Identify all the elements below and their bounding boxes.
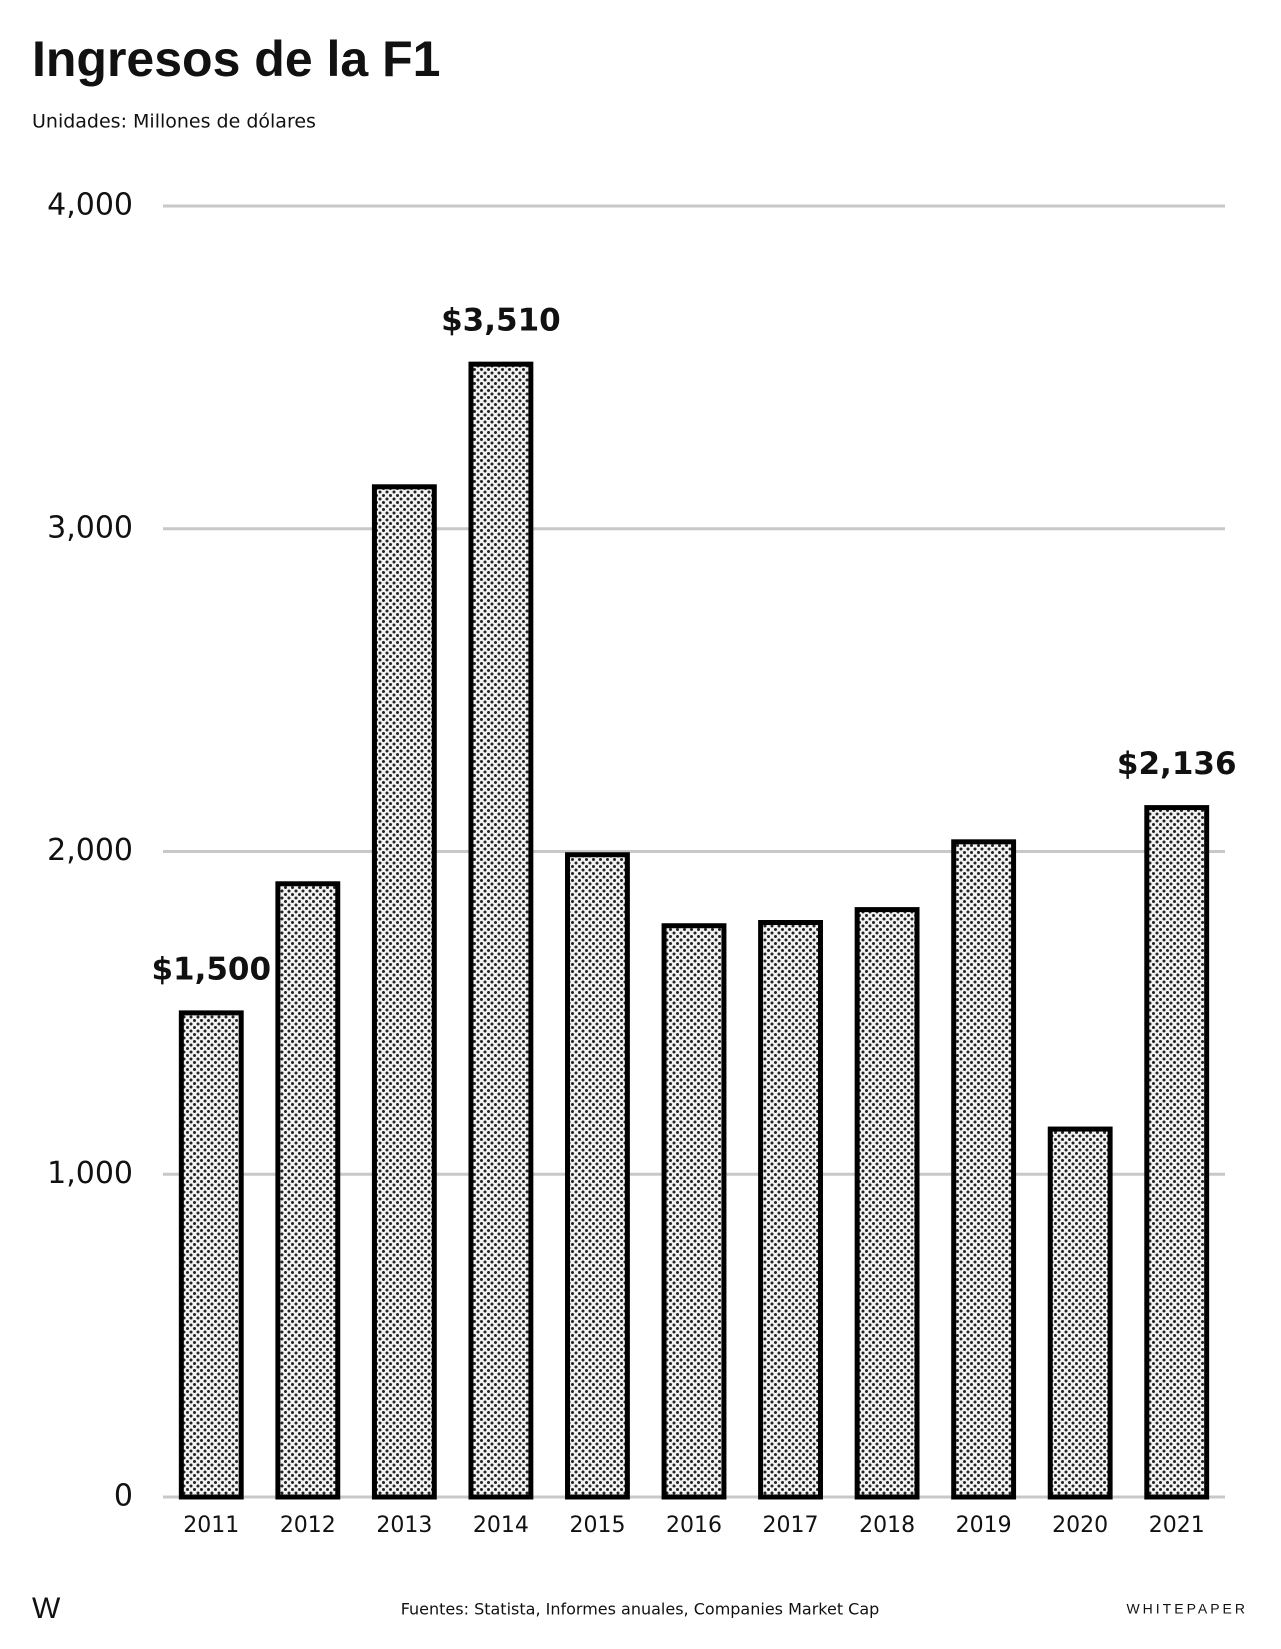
logo: W	[32, 1592, 61, 1625]
y-tick-label: 1,000	[47, 1156, 133, 1191]
brand: WHITEPAPER	[1126, 1601, 1248, 1617]
x-tick-label: 2013	[376, 1513, 432, 1538]
bar	[1144, 805, 1210, 1500]
source: Fuentes: Statista, Informes anuales, Com…	[401, 1600, 880, 1619]
x-tick-label: 2016	[666, 1513, 722, 1538]
value-label: $1,500	[151, 951, 271, 987]
y-tick-label: 2,000	[47, 833, 133, 868]
x-tick-label: 2011	[183, 1513, 239, 1538]
chart-title: Ingresos de la F1	[32, 31, 440, 87]
bar	[854, 907, 920, 1500]
bar	[1047, 1126, 1113, 1500]
value-label: $3,510	[441, 303, 561, 339]
bar	[178, 1010, 244, 1500]
x-tick-label: 2021	[1149, 1513, 1205, 1538]
bar	[758, 920, 823, 1500]
bar	[371, 484, 437, 1500]
bar	[468, 361, 534, 1500]
y-tick-label: 0	[114, 1479, 133, 1514]
bar	[951, 839, 1017, 1500]
x-tick-label: 2014	[473, 1513, 529, 1538]
chart-subtitle: Unidades: Millones de dólares	[32, 111, 316, 133]
x-tick-label: 2017	[763, 1513, 819, 1538]
x-tick-label: 2018	[859, 1513, 915, 1538]
x-tick-label: 2012	[280, 1513, 336, 1538]
bar	[275, 881, 341, 1500]
x-tick-label: 2019	[956, 1513, 1012, 1538]
x-tick-label: 2020	[1052, 1513, 1108, 1538]
bar	[565, 852, 630, 1500]
bar	[661, 923, 727, 1500]
y-tick-label: 4,000	[47, 188, 133, 223]
y-tick-label: 3,000	[47, 510, 133, 545]
x-tick-label: 2015	[569, 1513, 625, 1538]
value-label: $2,136	[1117, 746, 1237, 782]
